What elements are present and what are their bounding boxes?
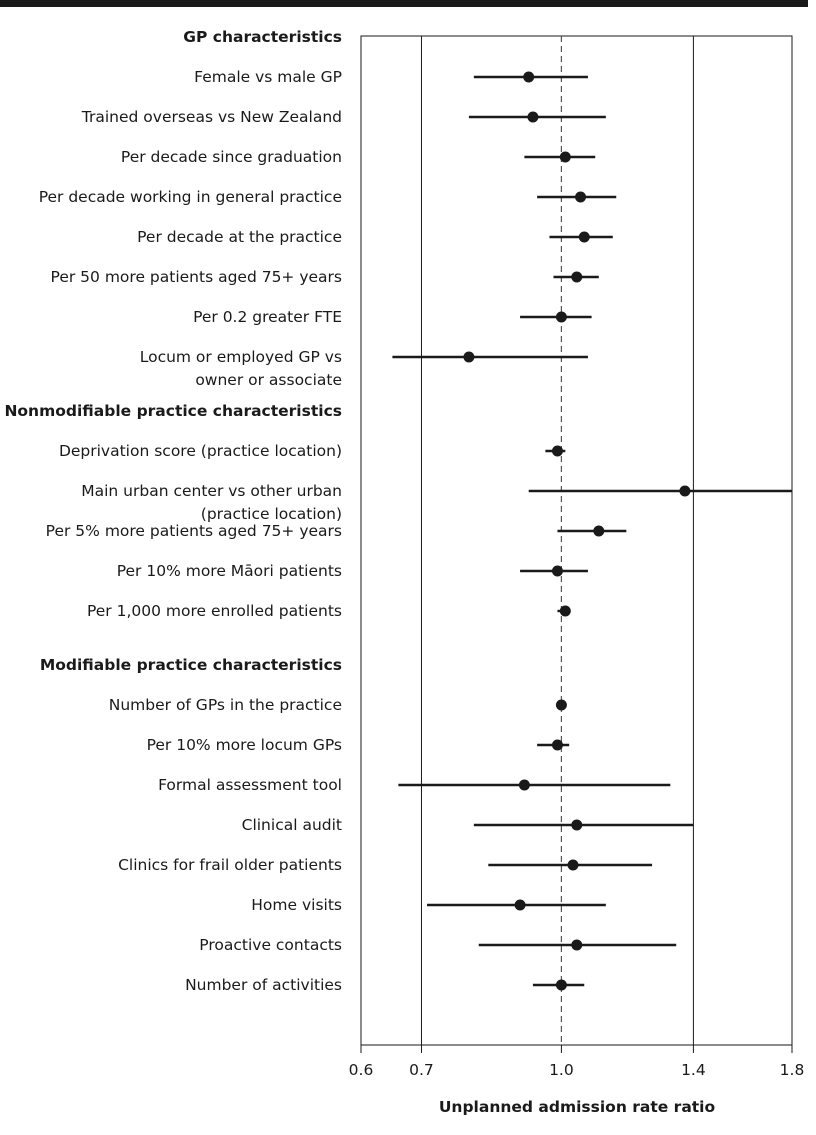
point-estimate	[559, 605, 571, 617]
x-axis-title: Unplanned admission rate ratio	[439, 1098, 715, 1116]
x-tick-label: 1.4	[681, 1061, 706, 1079]
point-estimate	[571, 819, 583, 831]
point-estimate	[571, 271, 583, 283]
row-label: owner or associate	[195, 371, 342, 389]
row-label: Per 50 more patients aged 75+ years	[51, 268, 342, 286]
row-label: Trained overseas vs New Zealand	[81, 108, 342, 126]
forest-row: Female vs male GP	[194, 68, 588, 86]
forest-row: Proactive contacts	[199, 936, 677, 954]
row-label: Proactive contacts	[199, 936, 342, 954]
forest-row: Per decade at the practice	[137, 228, 613, 246]
forest-row: Number of GPs in the practice	[109, 696, 567, 714]
point-estimate	[559, 151, 571, 163]
forest-row: Home visits	[251, 896, 606, 914]
row-label: Clinical audit	[242, 816, 342, 834]
point-estimate	[551, 739, 563, 751]
row-label: Main urban center vs other urban	[81, 482, 342, 500]
section-title: GP characteristics	[183, 28, 342, 46]
point-estimate	[578, 231, 590, 243]
point-estimate	[463, 351, 475, 363]
x-tick-label: 0.6	[349, 1061, 374, 1079]
point-estimate	[567, 859, 579, 871]
point-estimate	[571, 939, 583, 951]
forest-row: Per 10% more Māori patients	[117, 562, 588, 580]
row-label: Locum or employed GP vs	[140, 348, 342, 366]
point-estimate	[679, 485, 691, 497]
row-label: Per 0.2 greater FTE	[193, 308, 342, 326]
row-label: Per decade since graduation	[121, 148, 342, 166]
point-estimate	[555, 699, 567, 711]
point-estimate	[593, 525, 605, 537]
forest-row: Per 50 more patients aged 75+ years	[51, 268, 599, 286]
section-title: Modifiable practice characteristics	[40, 656, 342, 674]
point-estimate	[551, 445, 563, 457]
grid-lines	[360, 35, 793, 1046]
row-label: Female vs male GP	[194, 68, 342, 86]
forest-rows: GP characteristics Female vs male GP Train…	[4, 28, 792, 994]
forest-row: Clinics for frail older patients	[118, 856, 653, 874]
forest-row: Main urban center vs other urban (practic…	[81, 482, 792, 523]
x-tick-label: 1.8	[780, 1061, 805, 1079]
forest-row: Clinical audit	[242, 816, 694, 834]
forest-row: Per 5% more patients aged 75+ years	[46, 522, 627, 540]
forest-row: Locum or employed GP vs owner or associat…	[140, 348, 588, 389]
point-estimate	[518, 779, 530, 791]
point-estimate	[523, 71, 535, 83]
row-label: Clinics for frail older patients	[118, 856, 342, 874]
row-label: Home visits	[251, 896, 342, 914]
point-estimate	[555, 979, 567, 991]
x-tick-label: 1.0	[549, 1061, 574, 1079]
row-label: Deprivation score (practice location)	[59, 442, 342, 460]
row-label: Number of GPs in the practice	[109, 696, 342, 714]
point-estimate	[514, 899, 526, 911]
row-label: (practice location)	[201, 505, 342, 523]
row-label: Per decade working in general practice	[39, 188, 342, 206]
plot-frame	[360, 35, 793, 1046]
x-axis: Unplanned admission rate ratio 0.6 0.7 1.0…	[349, 1045, 805, 1116]
point-estimate	[527, 111, 539, 123]
row-label: Per 1,000 more enrolled patients	[87, 602, 342, 620]
forest-row: Formal assessment tool	[158, 776, 671, 794]
row-label: Per decade at the practice	[137, 228, 342, 246]
row-label: Per 10% more Māori patients	[117, 562, 342, 580]
point-estimate	[551, 565, 563, 577]
row-label: Per 5% more patients aged 75+ years	[46, 522, 342, 540]
point-estimate	[575, 191, 587, 203]
forest-row: Deprivation score (practice location)	[59, 442, 566, 460]
forest-row: Per 0.2 greater FTE	[193, 308, 592, 326]
row-label: Number of activities	[185, 976, 342, 994]
x-tick-label: 0.7	[409, 1061, 434, 1079]
forest-row: Number of activities	[185, 976, 585, 994]
forest-row: Per 1,000 more enrolled patients	[87, 602, 571, 620]
section-title: Nonmodifiable practice characteristics	[4, 402, 342, 420]
point-estimate	[555, 311, 567, 323]
forest-row: Trained overseas vs New Zealand	[81, 108, 606, 126]
forest-row: Per decade since graduation	[121, 148, 596, 166]
forest-row: Per decade working in general practice	[39, 188, 617, 206]
top-rule	[0, 0, 808, 7]
row-label: Formal assessment tool	[158, 776, 342, 794]
row-label: Per 10% more locum GPs	[147, 736, 342, 754]
forest-row: Per 10% more locum GPs	[147, 736, 570, 754]
